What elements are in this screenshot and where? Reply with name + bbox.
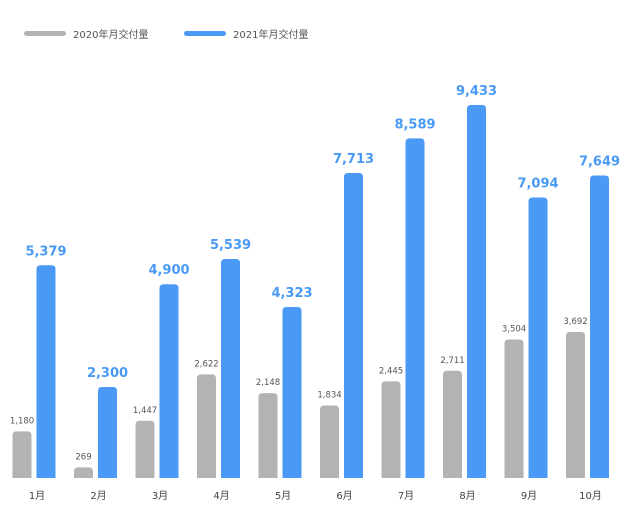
data-label-2021-4: 5,539 bbox=[210, 238, 251, 253]
data-label-2020-7: 2,445 bbox=[379, 366, 403, 376]
bar-2021-1 bbox=[36, 265, 56, 478]
bar-2021-4 bbox=[221, 258, 240, 478]
bar-2021-2 bbox=[98, 387, 117, 478]
data-label-2020-9: 3,504 bbox=[502, 324, 526, 334]
data-label-2021-10: 7,649 bbox=[579, 155, 620, 170]
x-tick-1: 1月 bbox=[29, 490, 45, 502]
x-tick-10: 10月 bbox=[579, 490, 602, 502]
bar-2021-3 bbox=[159, 284, 179, 478]
data-label-2021-6: 7,713 bbox=[333, 152, 374, 167]
legend-swatch-2021 bbox=[184, 31, 226, 36]
bar-2020-8 bbox=[443, 370, 462, 478]
data-label-2021-3: 4,900 bbox=[148, 263, 189, 278]
data-label-2021-7: 8,589 bbox=[394, 117, 435, 132]
data-label-2021-1: 5,379 bbox=[25, 244, 66, 259]
bar-2020-10 bbox=[566, 332, 585, 478]
data-label-2021-2: 2,300 bbox=[87, 366, 128, 381]
bar-2021-8 bbox=[467, 105, 486, 478]
legend-label-2020: 2020年月交付量 bbox=[73, 28, 148, 41]
bar-2021-7 bbox=[405, 138, 425, 478]
data-label-2020-8: 2,711 bbox=[440, 356, 464, 366]
bars bbox=[12, 105, 609, 479]
legend-swatch-2020 bbox=[24, 31, 66, 36]
bar-2020-7 bbox=[381, 381, 401, 478]
bar-2020-3 bbox=[135, 420, 155, 478]
x-tick-8: 8月 bbox=[459, 490, 475, 502]
x-tick-2: 2月 bbox=[90, 490, 106, 502]
data-label-2020-4: 2,622 bbox=[194, 359, 218, 369]
data-label-2021-9: 7,094 bbox=[517, 176, 558, 191]
data-labels: 1,180 5,379 269 2,300 1,447 4,900 2,622 5,539 2,… bbox=[10, 84, 620, 462]
bar-2020-6 bbox=[320, 405, 339, 478]
x-tick-7: 7月 bbox=[398, 490, 414, 502]
bar-2020-5 bbox=[258, 393, 278, 478]
x-tick-5: 5月 bbox=[275, 490, 291, 502]
bar-2020-2 bbox=[74, 467, 93, 478]
x-tick-3: 3月 bbox=[152, 490, 168, 502]
legend-label-2021: 2021年月交付量 bbox=[233, 28, 308, 41]
x-tick-6: 6月 bbox=[336, 490, 352, 502]
legend: 2020年月交付量 2021年月交付量 bbox=[24, 28, 308, 41]
bar-2020-9 bbox=[504, 339, 524, 478]
data-label-2021-8: 9,433 bbox=[456, 84, 497, 99]
bar-2021-10 bbox=[590, 175, 609, 479]
bar-2021-5 bbox=[282, 307, 302, 478]
data-label-2020-2: 269 bbox=[75, 452, 91, 462]
data-label-2020-5: 2,148 bbox=[256, 378, 280, 388]
data-label-2020-6: 1,834 bbox=[317, 390, 341, 400]
bar-2020-1 bbox=[12, 431, 32, 478]
data-label-2021-5: 4,323 bbox=[271, 286, 312, 301]
x-tick-9: 9月 bbox=[521, 490, 537, 502]
data-label-2020-3: 1,447 bbox=[133, 406, 157, 416]
x-axis-ticks: 1月 2月 3月 4月 5月 6月 7月 8月 9月 10月 bbox=[29, 490, 602, 502]
bar-2020-4 bbox=[197, 374, 216, 478]
x-tick-4: 4月 bbox=[213, 490, 229, 502]
data-label-2020-1: 1,180 bbox=[10, 416, 34, 426]
bar-2021-9 bbox=[528, 197, 548, 478]
bar-2021-6 bbox=[344, 173, 363, 478]
data-label-2020-10: 3,692 bbox=[563, 317, 587, 327]
